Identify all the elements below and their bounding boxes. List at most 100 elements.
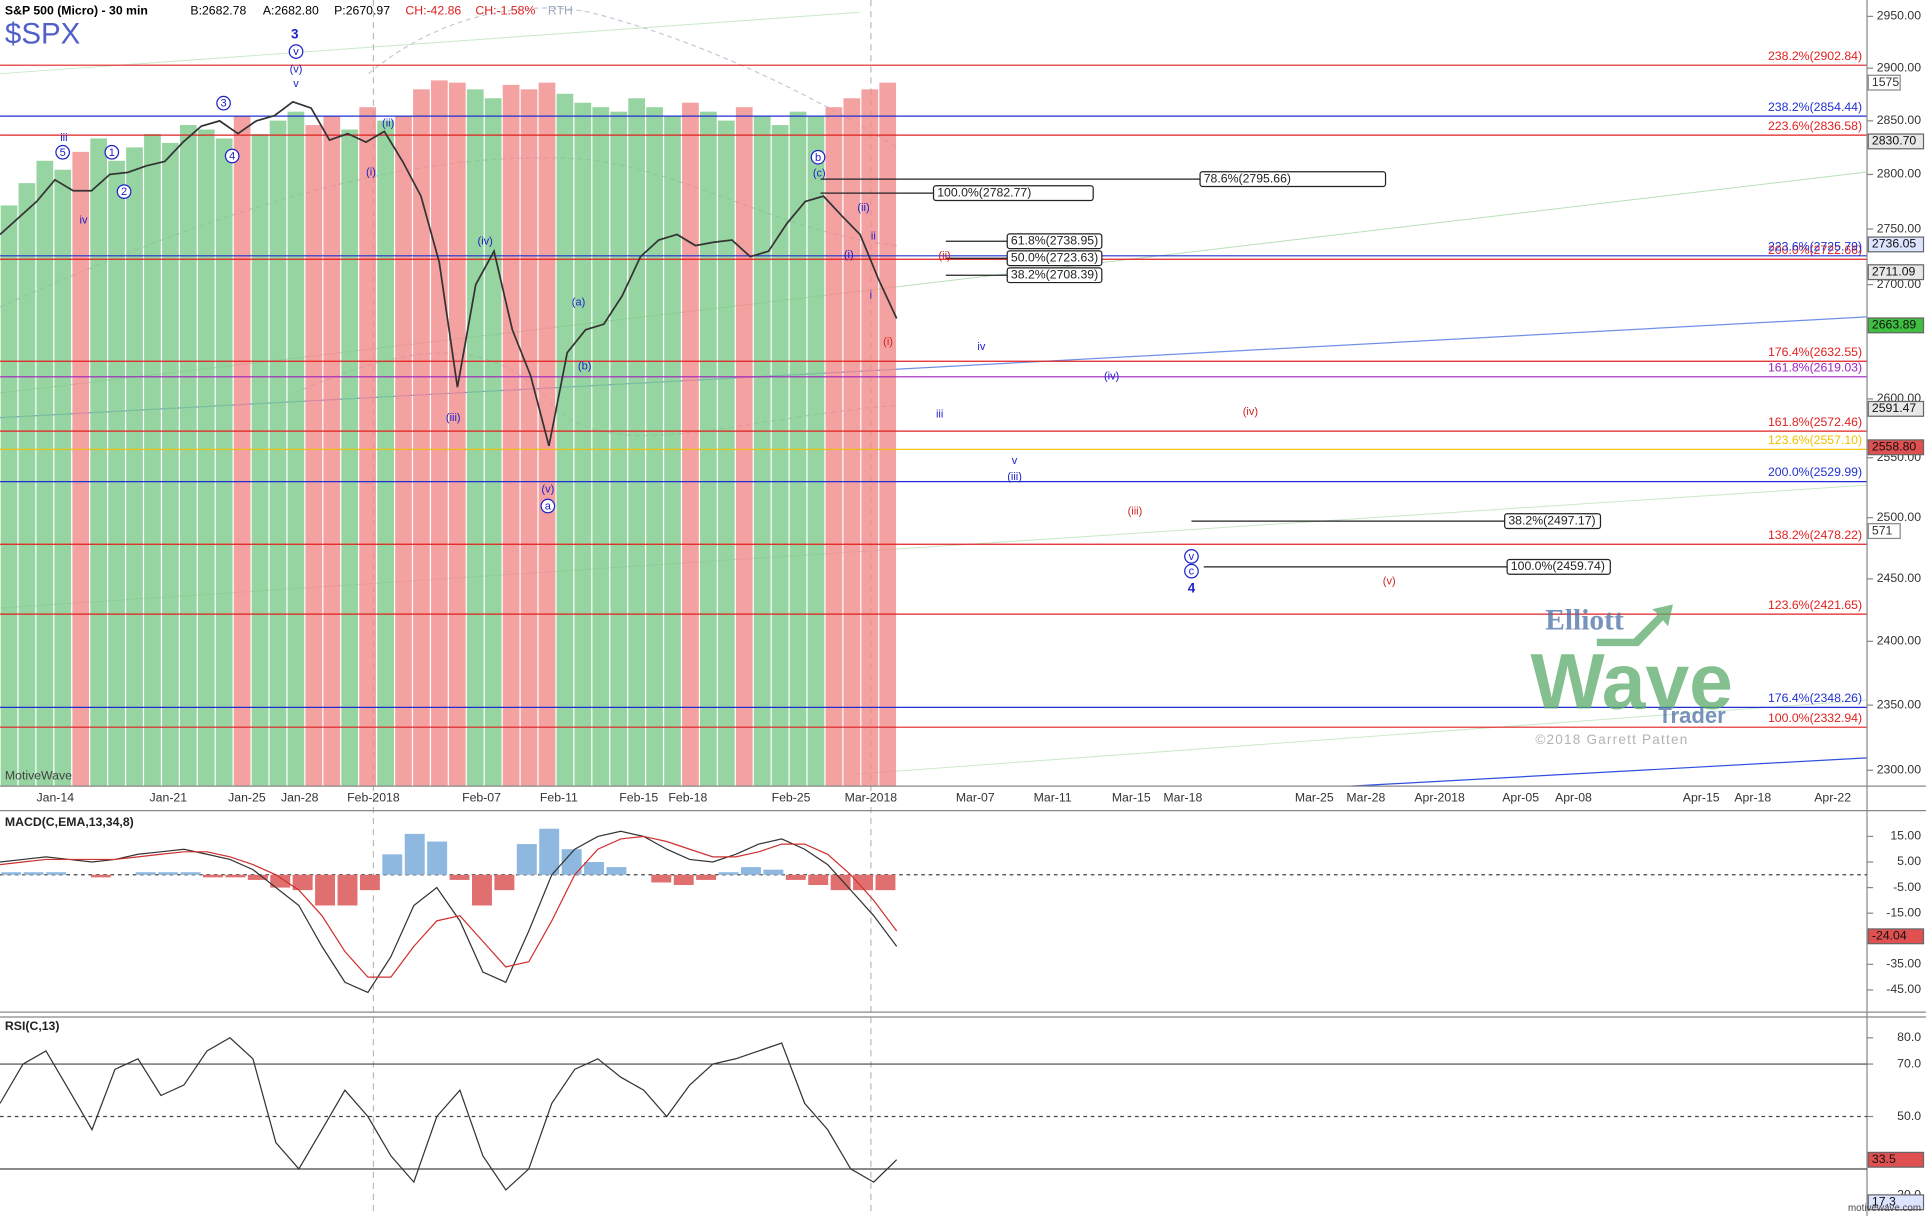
bid: B:2682.78 [190, 3, 246, 17]
x-tick-label: Jan-28 [281, 791, 319, 805]
y-tick-label: 2800.00 [1877, 167, 1922, 181]
wave-label: (iv) [1104, 370, 1119, 382]
wave-label: 3 [220, 98, 226, 110]
fib-level-label: 223.6%(2836.58) [1768, 119, 1862, 133]
wave-circle [810, 149, 826, 165]
y-tick-label: 15.00 [1890, 829, 1921, 843]
logo-text: Trader [1658, 703, 1726, 728]
instrument: S&P 500 (Micro) - 30 min [5, 3, 148, 17]
wave-label: (i) [844, 249, 854, 261]
wave-label: (v) [290, 63, 303, 75]
volume-bar [323, 116, 341, 787]
volume-bar [861, 89, 879, 787]
wave-label: (ii) [938, 250, 950, 262]
macd-histogram-bar [359, 874, 380, 891]
wave-label: (iii) [1128, 506, 1143, 518]
platform: MotiveWave [5, 769, 72, 783]
y-tick-label: 50.0 [1897, 1109, 1921, 1123]
wave-label: v [293, 46, 299, 58]
value-box [1867, 928, 1925, 945]
macd-histogram-bar [382, 854, 403, 875]
volume-bar [879, 82, 897, 787]
price-box-label: 2736.05 [1872, 237, 1917, 251]
session: RTH [548, 3, 573, 17]
volume-bar [646, 107, 663, 787]
retracement-label: 61.8%(2738.95) [1011, 233, 1098, 247]
volume-bar [717, 120, 735, 787]
retracement-label: 78.6%(2795.66) [1204, 171, 1291, 185]
wave-label: (v) [1383, 576, 1396, 588]
x-tick-label: Mar-07 [956, 791, 995, 805]
logo-arrow [1596, 604, 1673, 647]
macd-histogram-bar [606, 867, 627, 875]
volume-bar [520, 89, 538, 787]
wave-label: (i) [883, 336, 893, 348]
volume-bar [807, 116, 825, 787]
last-price: P:2670.97 [334, 3, 390, 17]
logo-text: Wave [1530, 638, 1732, 726]
y-tick-label: 5.00 [1897, 854, 1921, 868]
wave-label: (ii) [857, 202, 869, 214]
retracement-box [1006, 250, 1103, 267]
retracement-label: 38.2%(2497.17) [1508, 513, 1595, 527]
macd-histogram-bar [1, 872, 22, 875]
volume-bar [251, 133, 269, 787]
price-panel: 2950.00 2900.00 2850.00 2800.00 2750.00 2700.… [0, 9, 1925, 787]
price-box [1867, 264, 1925, 281]
wave-label: i [870, 289, 872, 301]
y-tick-label: 80.0 [1897, 1030, 1921, 1044]
retracement-box [1006, 233, 1103, 250]
macd-histogram-bar [830, 874, 851, 891]
y-tick-label: 2350.00 [1877, 697, 1922, 711]
macd-histogram-bar [651, 874, 672, 883]
wave-label: (iii) [1007, 471, 1022, 483]
volume-bar [18, 183, 36, 787]
macd-histogram-bar [158, 872, 179, 875]
ask: A:2682.80 [263, 3, 319, 17]
macd-histogram-bar [404, 833, 425, 875]
volume-bar [682, 102, 699, 787]
volume-bar [538, 82, 556, 787]
volume-bar [162, 142, 179, 787]
fib-level-label: 200.0%(2722.66) [1768, 243, 1862, 257]
volume-bar [215, 138, 233, 787]
volume-box [1867, 523, 1901, 540]
macd-histogram-bar [180, 872, 201, 875]
macd-histogram-bar [135, 872, 156, 875]
wave-label: (ii) [382, 117, 394, 129]
x-tick-label: Feb-2018 [347, 791, 400, 805]
y-tick-label: -15.00 [1886, 905, 1921, 919]
y-tick-label: 70.0 [1897, 1056, 1921, 1070]
retracement-label: 38.2%(2708.39) [1011, 267, 1098, 281]
macd-histogram-bar [853, 874, 874, 891]
price-line [0, 100, 898, 447]
retracement-box [1006, 267, 1103, 284]
volume-bar [179, 125, 197, 787]
volume-bar [36, 160, 54, 787]
wave-label: iii [936, 408, 943, 420]
y-tick-label: 2300.00 [1877, 763, 1922, 777]
retracement-box [932, 185, 1094, 202]
wave-label: (a) [572, 297, 586, 309]
wave-circle [104, 144, 120, 160]
price-box-label: 2663.89 [1872, 318, 1917, 332]
macd-histogram-bar [740, 867, 761, 875]
volume-bar [556, 93, 574, 787]
x-tick-label: Mar-28 [1346, 791, 1385, 805]
macd-histogram-bar [90, 874, 111, 878]
wave-label: iv [80, 214, 88, 226]
wave-label: c [1189, 566, 1195, 578]
retracement-box [1504, 513, 1602, 530]
wave-label: v [293, 78, 299, 90]
macd-histogram-bar [494, 874, 515, 891]
macd-histogram-bar [539, 828, 560, 875]
wave-label: (i) [366, 166, 376, 178]
wave-label: (iv) [1243, 406, 1258, 418]
volume-bar [825, 107, 843, 787]
fib-level-label: 223.6%(2725.79) [1768, 239, 1862, 253]
macd-histogram-bar [315, 874, 336, 906]
change: CH:-42.86 [405, 3, 461, 17]
wave-label: 5 [60, 147, 66, 159]
fib-level-label: 138.2%(2478.22) [1768, 528, 1862, 542]
